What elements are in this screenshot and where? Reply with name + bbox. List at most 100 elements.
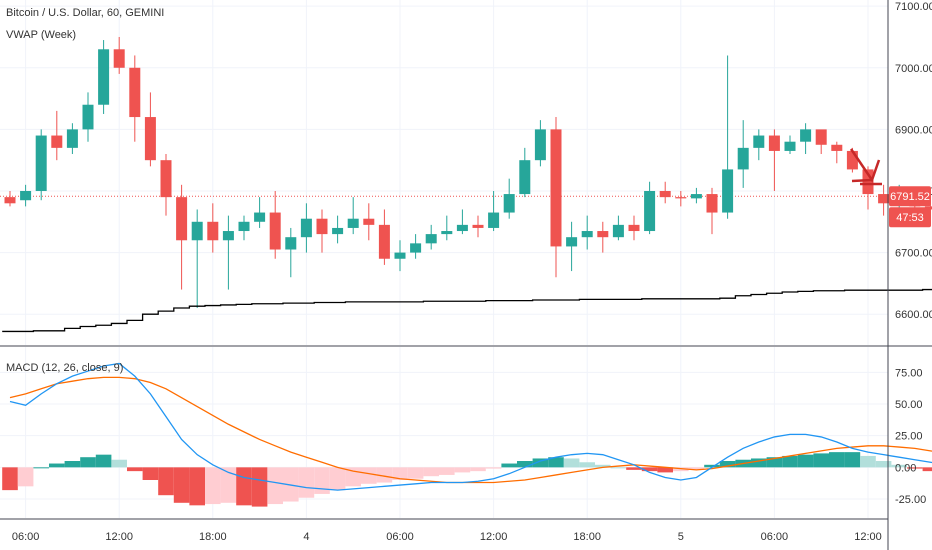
candle-body bbox=[144, 117, 156, 161]
histogram-bar bbox=[2, 467, 18, 491]
histogram-bar bbox=[782, 455, 798, 468]
price-badge-value: 6791.52 bbox=[890, 191, 930, 203]
candle-body bbox=[488, 212, 500, 228]
candle-body bbox=[410, 243, 422, 253]
candle-body bbox=[550, 129, 562, 247]
candle-body bbox=[800, 129, 812, 142]
histogram-bar bbox=[501, 463, 517, 468]
candle-body bbox=[160, 160, 172, 198]
candle-body bbox=[815, 129, 827, 145]
histogram-bar bbox=[532, 458, 549, 468]
candle-body bbox=[581, 231, 593, 238]
histogram-bar bbox=[813, 453, 829, 468]
histogram-bar bbox=[657, 467, 673, 473]
macd-lines bbox=[9, 362, 932, 491]
candle-body bbox=[425, 234, 437, 244]
candle-body bbox=[690, 194, 702, 199]
candle-body bbox=[597, 231, 609, 238]
price-tick-label: 6600.00 bbox=[895, 309, 932, 321]
candle-body bbox=[566, 237, 578, 247]
candle-body bbox=[441, 231, 453, 235]
candle-body bbox=[675, 197, 687, 199]
x-tick-label: 4 bbox=[303, 531, 309, 543]
histogram-bar bbox=[907, 467, 923, 469]
macd-tick-label: 75.00 bbox=[895, 367, 923, 379]
price-grid bbox=[0, 0, 888, 345]
histogram-bar bbox=[470, 467, 486, 472]
candle-body bbox=[176, 197, 188, 241]
histogram-bar bbox=[610, 467, 627, 469]
histogram-bar bbox=[626, 467, 642, 470]
histogram-bar bbox=[641, 467, 658, 472]
annotation-arrow-icon bbox=[849, 148, 882, 186]
candle-body bbox=[4, 197, 16, 204]
candlestick-series bbox=[4, 36, 932, 309]
candle-body bbox=[472, 224, 484, 228]
candle-body bbox=[222, 231, 234, 241]
candle-body bbox=[113, 49, 125, 68]
macd-tick-label: 50.00 bbox=[895, 399, 923, 411]
x-tick-label: 06:00 bbox=[761, 531, 789, 543]
candle-body bbox=[82, 104, 94, 130]
histogram-bar bbox=[860, 455, 876, 468]
candle-body bbox=[846, 150, 858, 170]
histogram-bar bbox=[891, 464, 907, 468]
candle-body bbox=[519, 160, 531, 195]
histogram-bar bbox=[875, 461, 892, 468]
candle-body bbox=[753, 135, 765, 148]
candle-body bbox=[628, 224, 640, 232]
histogram-bar bbox=[220, 467, 237, 503]
macd-legend: MACD (12, 26, close, 9) bbox=[6, 362, 123, 374]
histogram-bar bbox=[142, 467, 159, 480]
histogram-bar bbox=[517, 461, 533, 468]
candle-body bbox=[20, 190, 32, 201]
candle-body bbox=[269, 212, 281, 250]
histogram-bar bbox=[719, 461, 736, 468]
candle-body bbox=[238, 221, 250, 232]
price-tick-label: 6700.00 bbox=[895, 248, 932, 260]
price-tick-label: 7000.00 bbox=[895, 63, 932, 75]
candle-body bbox=[254, 212, 266, 222]
x-tick-label: 18:00 bbox=[573, 531, 601, 543]
macd-tick-label: -25.00 bbox=[895, 494, 926, 506]
histogram-bar bbox=[829, 452, 845, 468]
histogram-bar bbox=[376, 467, 393, 483]
histogram-bar bbox=[766, 457, 783, 468]
histogram-bar bbox=[688, 467, 705, 470]
price-badge: 6791.52 47:53 bbox=[889, 186, 931, 228]
histogram-bar bbox=[392, 467, 408, 480]
price-tick-label: 6900.00 bbox=[895, 124, 932, 136]
histogram-bar bbox=[423, 467, 439, 477]
candle-body bbox=[831, 144, 843, 151]
histogram-bar bbox=[922, 467, 932, 472]
histogram-bar bbox=[64, 461, 81, 468]
histogram-bar bbox=[595, 464, 611, 468]
candle-body bbox=[207, 221, 219, 241]
candle-body bbox=[66, 129, 78, 148]
histogram-bar bbox=[454, 467, 471, 473]
x-tick-label: 12:00 bbox=[105, 531, 133, 543]
histogram-bar bbox=[189, 467, 205, 506]
candle-body bbox=[534, 129, 546, 161]
histogram-bar bbox=[314, 467, 330, 494]
candle-body bbox=[285, 237, 297, 250]
candle-body bbox=[363, 218, 375, 225]
x-tick-label: 12:00 bbox=[480, 531, 508, 543]
candle-body bbox=[862, 169, 874, 195]
candle-body bbox=[300, 218, 312, 238]
histogram-bar bbox=[361, 467, 377, 484]
histogram-bar bbox=[579, 462, 595, 468]
histogram-bar bbox=[329, 467, 346, 491]
macd-grid bbox=[0, 347, 888, 518]
histogram-bar bbox=[751, 458, 767, 468]
candle-body bbox=[51, 135, 63, 148]
candle-body bbox=[706, 194, 718, 213]
histogram-bar bbox=[205, 467, 221, 505]
histogram-bar bbox=[797, 454, 814, 468]
macd-histogram bbox=[2, 452, 932, 507]
histogram-bar bbox=[563, 458, 580, 468]
x-tick-label: 06:00 bbox=[12, 531, 40, 543]
chart-title: Bitcoin / U.S. Dollar, 60, GEMINI bbox=[6, 7, 164, 19]
